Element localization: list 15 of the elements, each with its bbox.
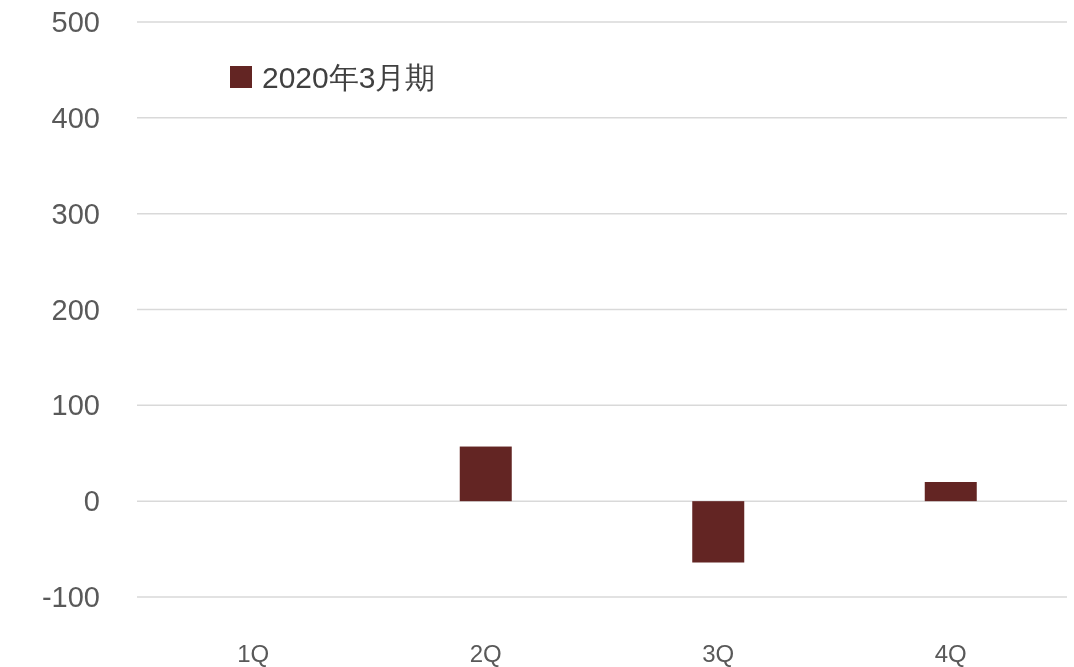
y-tick-label: 200 (51, 293, 100, 326)
bar (692, 501, 745, 563)
bar (924, 482, 977, 502)
y-tick-label: 400 (51, 101, 100, 134)
x-tick-label: 4Q (934, 640, 967, 667)
x-tick-label: 3Q (702, 640, 735, 667)
x-tick-label: 2Q (469, 640, 502, 667)
legend-label: 2020年3月期 (262, 61, 436, 94)
bar (459, 446, 512, 502)
y-tick-label: 0 (83, 485, 100, 518)
y-tick-label: 500 (51, 6, 100, 38)
y-tick-label: 100 (51, 389, 100, 422)
y-tick-label: -100 (41, 581, 100, 613)
x-tick-label: 1Q (237, 640, 270, 667)
y-tick-label: 300 (51, 197, 100, 230)
